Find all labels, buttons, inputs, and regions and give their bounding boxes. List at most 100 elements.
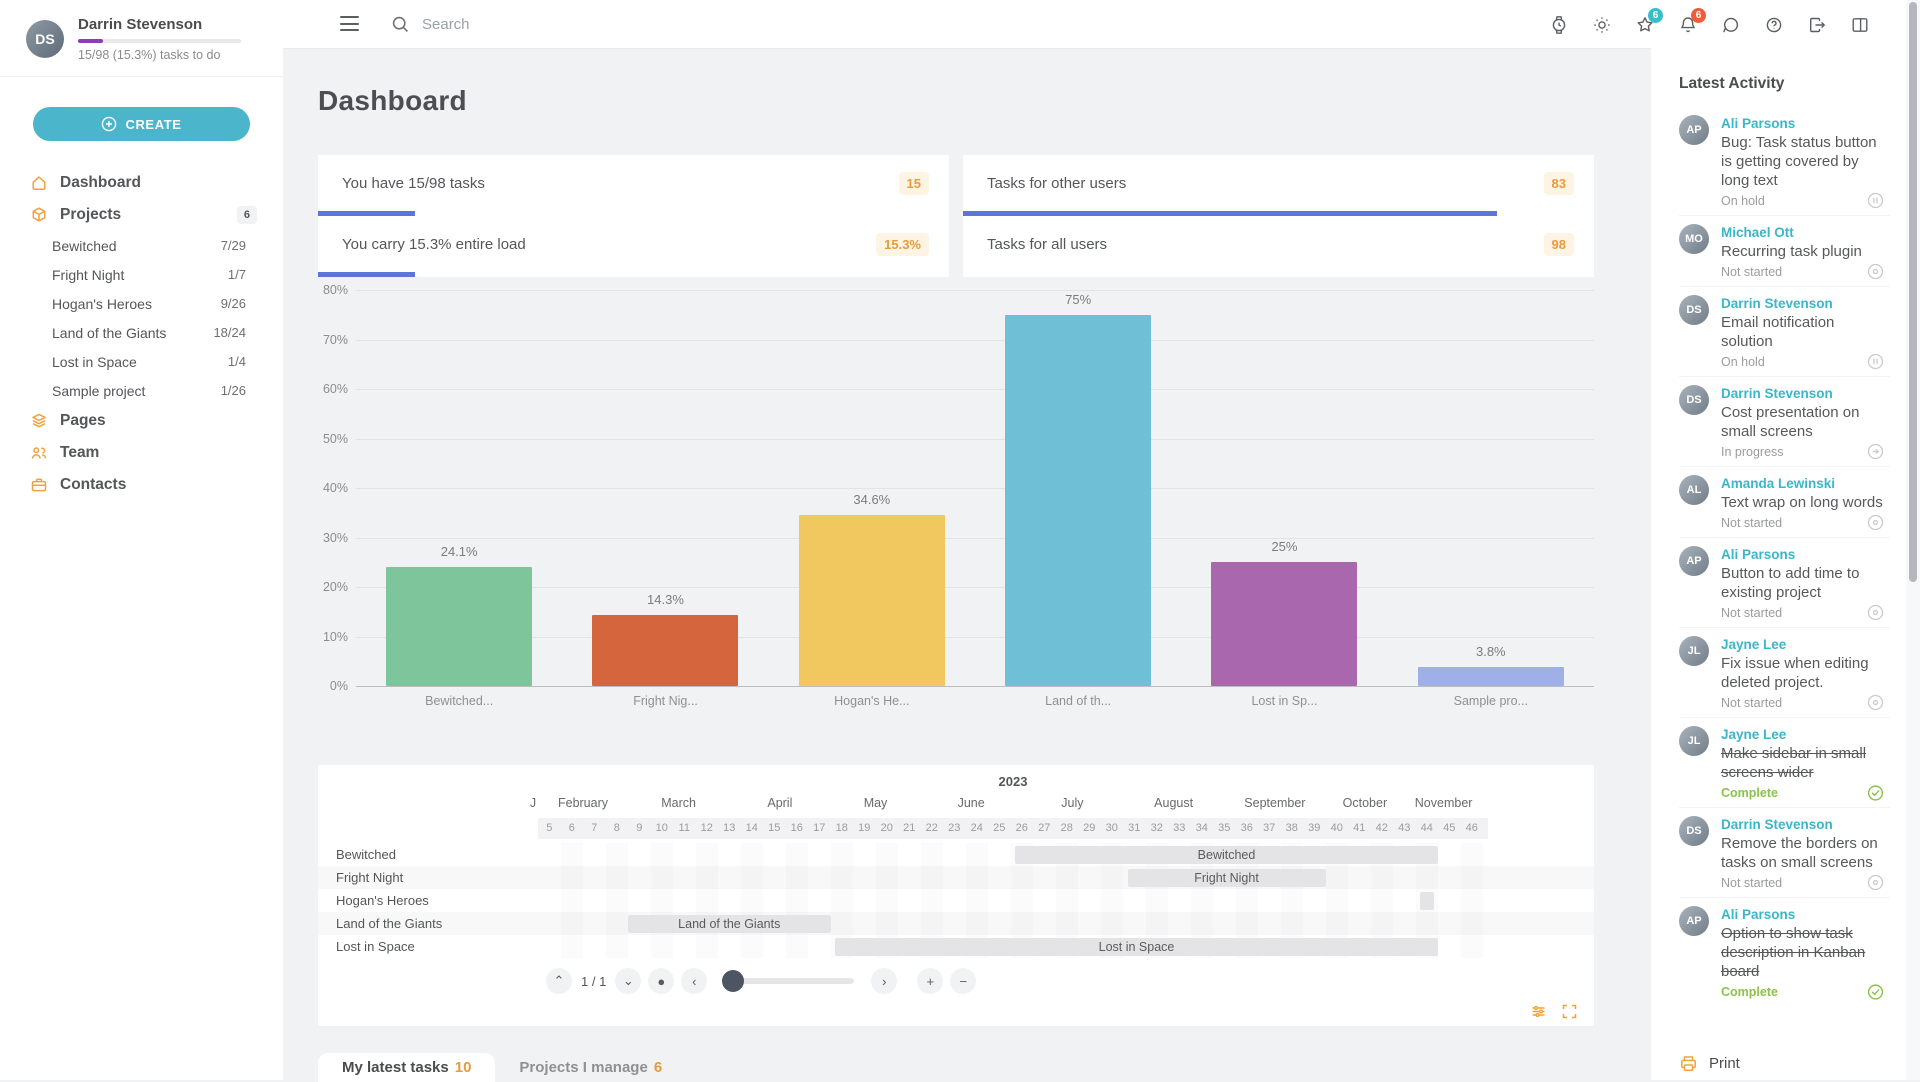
activity-user-name[interactable]: Ali Parsons (1721, 907, 1796, 922)
activity-user-name[interactable]: Michael Ott (1721, 225, 1794, 240)
search-icon (391, 15, 410, 34)
gantt-week-stripe (606, 935, 629, 958)
activity-item[interactable]: AP Ali Parsons Button to add time to exist… (1679, 537, 1890, 627)
gantt-slider-knob[interactable] (722, 970, 745, 992)
user-profile[interactable]: DS Darrin Stevenson 15/98 (15.3%) tasks … (0, 0, 283, 77)
brightness-icon[interactable] (1592, 15, 1612, 35)
activity-item[interactable]: JL Jayne Lee Fix issue when editing delete… (1679, 627, 1890, 717)
panel-toggle-icon[interactable] (1850, 15, 1870, 35)
gantt-scroll-left-button[interactable]: ‹ (681, 968, 708, 994)
gantt-week-stripe (1011, 912, 1034, 935)
activity-item[interactable]: MO Michael Ott Recurring task plugin Not st… (1679, 215, 1890, 286)
gantt-today-button[interactable]: ● (648, 968, 675, 994)
status-onhold-icon[interactable] (1867, 192, 1884, 209)
gantt-scroll-right-button[interactable]: › (871, 968, 898, 994)
status-notstarted-icon[interactable] (1867, 263, 1884, 280)
status-onhold-icon[interactable] (1867, 353, 1884, 370)
status-notstarted-icon[interactable] (1867, 874, 1884, 891)
gantt-page-down-button[interactable]: ⌄ (615, 968, 642, 994)
activity-user-name[interactable]: Darrin Stevenson (1721, 817, 1833, 832)
activity-user-name[interactable]: Ali Parsons (1721, 116, 1796, 131)
chart-xaxis-labels: Bewitched... Fright Nig... Hogan's He... La… (356, 694, 1594, 708)
gantt-zoom-out-button[interactable]: − (950, 968, 977, 994)
chart-ytick-label: 70% (322, 332, 348, 347)
sidebar-item-projects[interactable]: Projects 6 (0, 199, 283, 231)
page-scrollbar[interactable] (1906, 0, 1920, 1080)
sidebar-project-item[interactable]: Lost in Space 1/4 (0, 347, 283, 376)
sidebar-item-team[interactable]: Team (0, 437, 283, 469)
activity-user-name[interactable]: Jayne Lee (1721, 637, 1787, 652)
scrollbar-thumb[interactable] (1909, 2, 1917, 582)
avatar: JL (1679, 726, 1709, 756)
gantt-week-stripe (831, 889, 854, 912)
chart-bar[interactable] (1417, 667, 1564, 686)
gantt-week-number: 41 (1353, 822, 1366, 834)
tab-label: My latest tasks (342, 1059, 449, 1076)
activity-item[interactable]: JL Jayne Lee Make sidebar in small screens… (1679, 717, 1890, 807)
activity-item[interactable]: DS Darrin Stevenson Cost presentation on s… (1679, 376, 1890, 466)
gantt-week-stripe (786, 866, 809, 889)
status-complete-icon[interactable] (1867, 784, 1884, 801)
activity-item[interactable]: AP Ali Parsons Bug: Task status button is … (1679, 107, 1890, 215)
sidebar-project-item[interactable]: Hogan's Heroes 9/26 (0, 289, 283, 318)
sidebar-project-item[interactable]: Bewitched 7/29 (0, 231, 283, 260)
status-notstarted-icon[interactable] (1867, 694, 1884, 711)
search-bar[interactable] (391, 0, 891, 49)
status-inprogress-icon[interactable] (1867, 443, 1884, 460)
sidebar-project-item[interactable]: Land of the Giants 18/24 (0, 318, 283, 347)
gantt-week-stripe (1461, 889, 1484, 912)
gantt-week-number: 25 (993, 822, 1006, 834)
favorites-icon[interactable]: 6 (1635, 7, 1663, 35)
sidebar-project-item[interactable]: Fright Night 1/7 (0, 260, 283, 289)
gantt-week-stripe (1371, 866, 1394, 889)
tasks-bar-chart: 0% 10% 20% 30% 40% 50% 60% 70% 80% 24.1% 14.3% 34.6… (318, 283, 1594, 726)
chart-bar[interactable] (1211, 562, 1358, 686)
help-icon[interactable] (1764, 15, 1784, 35)
search-input[interactable] (422, 16, 842, 33)
create-button[interactable]: CREATE (33, 107, 250, 141)
messages-icon[interactable] (1721, 15, 1741, 35)
status-notstarted-icon[interactable] (1867, 604, 1884, 621)
activity-user-name[interactable]: Amanda Lewinski (1721, 476, 1836, 491)
activity-item[interactable]: AP Ali Parsons Option to show task descrip… (1679, 897, 1890, 1006)
time-tracking-icon[interactable] (1549, 15, 1569, 35)
activity-task-title: Cost presentation on small screens (1721, 404, 1860, 440)
gantt-fullscreen-icon[interactable] (1561, 1003, 1578, 1020)
gantt-week-stripe (651, 889, 674, 912)
status-notstarted-icon[interactable] (1867, 514, 1884, 531)
gantt-settings-icon[interactable] (1530, 1003, 1547, 1020)
status-complete-icon[interactable] (1867, 983, 1884, 1000)
gantt-bar[interactable]: Lost in Space (835, 937, 1438, 956)
activity-item[interactable]: DS Darrin Stevenson Remove the borders on … (1679, 807, 1890, 897)
activity-user-name[interactable]: Darrin Stevenson (1721, 296, 1833, 311)
chart-bar[interactable] (386, 566, 533, 686)
gantt-bar[interactable]: Fright Night (1127, 868, 1326, 887)
chart-bar[interactable] (1005, 314, 1152, 686)
activity-status-row: Not started (1721, 514, 1890, 531)
activity-user-name[interactable]: Jayne Lee (1721, 727, 1787, 742)
activity-item[interactable]: AL Amanda Lewinski Text wrap on long words… (1679, 466, 1890, 537)
chart-bar[interactable] (592, 615, 739, 686)
sidebar-project-item[interactable]: Sample project 1/26 (0, 376, 283, 405)
gantt-bar[interactable] (1420, 891, 1434, 910)
tab-my-latest-tasks[interactable]: My latest tasks 10 (318, 1053, 496, 1082)
chart-bar[interactable] (798, 514, 945, 686)
gantt-bar[interactable]: Bewitched (1015, 845, 1438, 864)
gantt-page-up-button[interactable]: ⌃ (546, 968, 572, 994)
gantt-zoom-in-button[interactable]: + (917, 968, 944, 994)
print-button[interactable]: Print (1679, 1054, 1890, 1073)
gantt-week-stripe (1011, 866, 1034, 889)
gantt-bar[interactable]: Land of the Giants (628, 914, 831, 933)
gantt-week-number: 18 (835, 822, 848, 834)
sidebar-item-dashboard[interactable]: Dashboard (0, 167, 283, 199)
sidebar-item-contacts[interactable]: Contacts (0, 469, 283, 501)
logout-icon[interactable] (1807, 15, 1827, 35)
menu-toggle-button[interactable] (340, 16, 359, 32)
notifications-icon[interactable]: 6 (1678, 7, 1706, 35)
activity-user-name[interactable]: Darrin Stevenson (1721, 386, 1833, 401)
sidebar-item-pages[interactable]: Pages (0, 405, 283, 437)
tab-projects-i-manage[interactable]: Projects I manage 6 (495, 1053, 686, 1082)
activity-user-name[interactable]: Ali Parsons (1721, 547, 1796, 562)
gantt-scroll-slider[interactable] (722, 970, 855, 992)
activity-item[interactable]: DS Darrin Stevenson Email notification sol… (1679, 286, 1890, 376)
